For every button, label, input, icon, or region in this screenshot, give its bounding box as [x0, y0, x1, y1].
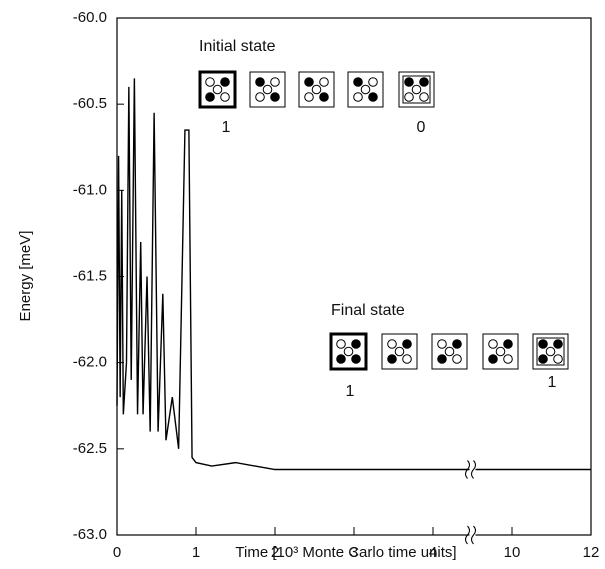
site	[336, 339, 346, 349]
site	[212, 84, 223, 95]
site	[452, 339, 462, 349]
site	[538, 339, 548, 349]
site	[488, 354, 498, 364]
site	[503, 339, 513, 349]
site	[336, 354, 346, 364]
site	[205, 92, 215, 102]
site	[444, 346, 455, 357]
y-tick-label: -63.0	[73, 526, 107, 543]
annotation: Final state	[331, 302, 405, 319]
site	[319, 92, 329, 102]
site	[262, 84, 273, 95]
site	[394, 346, 405, 357]
annotation: 0	[417, 119, 426, 136]
site	[270, 92, 280, 102]
x-tick-label: 12	[583, 544, 600, 561]
site	[404, 92, 414, 102]
site	[319, 77, 329, 87]
site	[304, 77, 314, 87]
state-box-inner	[402, 75, 431, 104]
site	[411, 84, 422, 95]
site	[488, 339, 498, 349]
site	[220, 92, 230, 102]
site	[353, 77, 363, 87]
site	[368, 77, 378, 87]
x-tick-label: 10	[504, 544, 521, 561]
axis-break-mark	[471, 460, 476, 479]
x-tick-label: 0	[113, 544, 121, 561]
site	[368, 92, 378, 102]
site	[419, 92, 429, 102]
x-tick-label: 4	[429, 544, 437, 561]
site	[220, 77, 230, 87]
data-line	[116, 78, 591, 471]
site	[387, 339, 397, 349]
site	[205, 77, 215, 87]
annotation: 1	[346, 383, 355, 400]
site	[553, 354, 563, 364]
axis-break-gap	[469, 526, 476, 544]
annotation: Initial state	[199, 38, 276, 55]
site	[437, 339, 447, 349]
x-tick-label: 1	[192, 544, 200, 561]
site	[360, 84, 371, 95]
site	[351, 339, 361, 349]
site	[452, 354, 462, 364]
y-tick-label: -62.5	[73, 440, 107, 457]
y-tick-label: -62.0	[73, 354, 107, 371]
site	[387, 354, 397, 364]
site	[255, 77, 265, 87]
y-tick-label: -61.0	[73, 181, 107, 198]
x-tick-label: 2	[271, 544, 279, 561]
site	[353, 92, 363, 102]
state-box	[198, 70, 237, 109]
axis-break-gap	[469, 460, 476, 479]
axis-break-mark	[465, 460, 470, 479]
axis-break-mark	[465, 525, 470, 545]
site	[419, 77, 429, 87]
y-tick-label: -61.5	[73, 267, 107, 284]
y-tick-label: -60.0	[73, 9, 107, 26]
site	[538, 354, 548, 364]
site	[270, 77, 280, 87]
annotation: 1	[222, 119, 231, 136]
annotation: 1	[548, 374, 557, 391]
site	[545, 346, 556, 357]
site	[304, 92, 314, 102]
site	[255, 92, 265, 102]
site	[553, 339, 563, 349]
site	[437, 354, 447, 364]
x-axis-label: Time [10³ Monte Carlo time units]	[235, 544, 456, 561]
y-tick-label: -60.5	[73, 95, 107, 112]
site	[351, 354, 361, 364]
site	[404, 77, 414, 87]
site	[311, 84, 322, 95]
x-tick-label: 3	[350, 544, 358, 561]
y-axis-label: Energy [meV]	[17, 231, 34, 322]
site	[343, 346, 354, 357]
site	[402, 354, 412, 364]
axis-break-mark	[471, 525, 476, 545]
site	[503, 354, 513, 364]
site	[495, 346, 506, 357]
state-box-inner	[536, 337, 565, 366]
site	[402, 339, 412, 349]
